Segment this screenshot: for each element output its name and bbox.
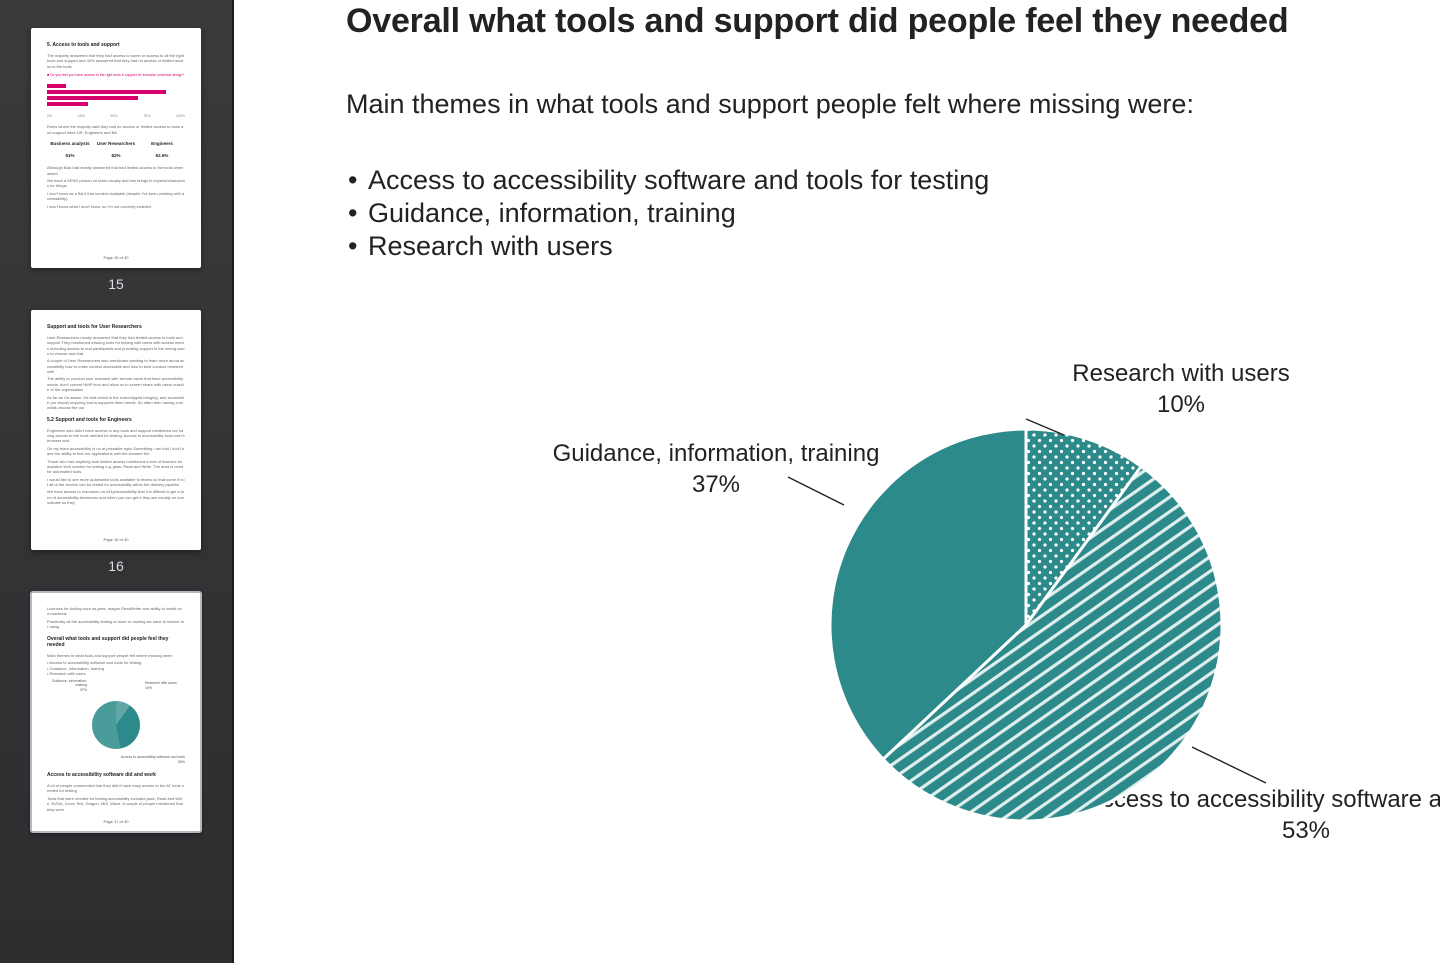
page-intro: Main themes in what tools and support pe… (346, 89, 1380, 120)
thumb15-barchart (47, 84, 185, 106)
thumb-text: Although BAs had mostly answered that ha… (47, 165, 185, 176)
thumbnail-17[interactable]: Licenses for tooling such as jaws, drago… (31, 592, 201, 832)
thumb-text: We have access to resources on a11y/acce… (47, 489, 185, 505)
thumb15-pagenum: Page 15 of 40 (31, 255, 201, 260)
thumbnail-15-wrap[interactable]: 5. Access to tools and support The major… (31, 28, 201, 292)
thumb-text: I don't know as a BA if that content ava… (47, 191, 185, 202)
thumb-text: Main themes in what tools and support pe… (47, 653, 185, 658)
thumb17-pagenum: Page 17 of 40 (31, 819, 201, 824)
thumbnail-15[interactable]: 5. Access to tools and support The major… (31, 28, 201, 268)
thumb-text: On my team accessibility is no at pricea… (47, 446, 185, 457)
bullet-item: Access to accessibility software and too… (346, 164, 1380, 197)
bullet-item: Research with users (346, 230, 1380, 263)
thumb-text: Practically all the accessibility testin… (47, 619, 185, 630)
thumbnail-15-number: 15 (108, 276, 124, 292)
thumb17-pie (47, 701, 185, 749)
bullet-item: Guidance, information, training (346, 197, 1380, 230)
thumb16-pagenum: Page 16 of 40 (31, 537, 201, 542)
thumb-text: Licenses for tooling such as jaws, drago… (47, 606, 185, 617)
thumb-text: I would like to see more automated tools… (47, 477, 185, 488)
thumbnail-17-wrap[interactable]: Licenses for tooling such as jaws, drago… (31, 592, 201, 832)
thumb16-sub: 5.2 Support and tools for Engineers (47, 417, 185, 424)
document-page: Overall what tools and support did peopl… (234, 0, 1440, 963)
thumbnail-16[interactable]: Support and tools for User Researchers U… (31, 310, 201, 550)
thumb-text: Engineers who didn't have access to any … (47, 428, 185, 444)
thumb-text: The majority answered that they had acce… (47, 53, 185, 69)
thumb-text: Those who had anything look limited acce… (47, 459, 185, 475)
thumb-text: Roles where the majority said they had n… (47, 124, 185, 135)
thumb15-cols: Business analystsUser ResearchersEnginee… (47, 141, 185, 147)
thumb-text: User Researchers mostly answered that th… (47, 335, 185, 357)
thumb17-sub2: Access to accessibility software did and… (47, 772, 185, 779)
page-title: Overall what tools and support did peopl… (346, 2, 1380, 41)
thumb15-vals: 51%62%62.5% (47, 153, 185, 159)
thumbnail-16-number: 16 (108, 558, 124, 574)
thumb-axis: 0%25%50%75%100% (47, 114, 185, 119)
thumb-text: We have a SEND person on team usually an… (47, 178, 185, 189)
leader-lines (346, 359, 1440, 919)
thumb-text: A lot of people commented that they didn… (47, 783, 185, 794)
thumbnail-16-wrap[interactable]: Support and tools for User Researchers U… (31, 310, 201, 574)
thumb-text: Tools that were needed for testing acces… (47, 796, 185, 812)
thumb-text: A couple of User Researchers also mentio… (47, 358, 185, 374)
pie-chart-area: Research with users 10% Guidance, inform… (346, 359, 1380, 919)
thumb-text: • Access to accessibility software and t… (47, 660, 185, 676)
thumb-legend: ■ Do you feel you have access to the rig… (47, 73, 185, 78)
bullet-list: Access to accessibility software and too… (346, 164, 1380, 263)
thumb-text: I don't know what I don't know, so I'm n… (47, 204, 185, 209)
thumb16-heading: Support and tools for User Researchers (47, 324, 185, 331)
thumbnail-sidebar: 5. Access to tools and support The major… (0, 0, 234, 963)
thumb17-heading: Overall what tools and support did peopl… (47, 636, 185, 650)
thumb-text: As far as I'm aware. He tells which is t… (47, 395, 185, 411)
thumb-text: The ability to conduct user research wit… (47, 376, 185, 392)
thumb15-heading: 5. Access to tools and support (47, 42, 185, 49)
